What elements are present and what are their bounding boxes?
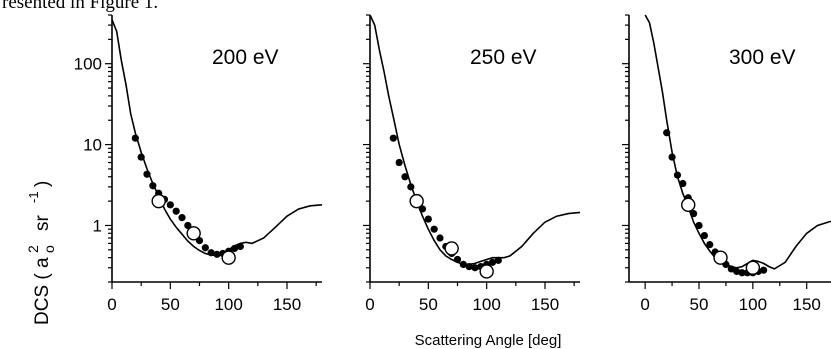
x-tick-label: 0 bbox=[107, 295, 116, 314]
data-point-open bbox=[745, 260, 761, 275]
panel-1: 1 10 100 0 50 100 150 200 eV bbox=[74, 14, 322, 314]
data-point-filled bbox=[430, 225, 438, 233]
data-point-filled bbox=[727, 265, 735, 273]
data-point-open bbox=[409, 193, 424, 209]
panel-title: 300 eV bbox=[729, 46, 796, 69]
data-point-open bbox=[221, 250, 236, 265]
data-point-filled bbox=[395, 158, 403, 167]
x-tick-label: 0 bbox=[640, 295, 649, 314]
y-tick-label: 100 bbox=[74, 55, 102, 74]
data-point-filled bbox=[407, 183, 415, 191]
data-point-filled bbox=[706, 240, 714, 249]
data-point-filled bbox=[201, 244, 209, 252]
data-point-filled bbox=[488, 258, 497, 266]
data-point-filled bbox=[207, 249, 215, 257]
data-point-filled bbox=[471, 264, 479, 272]
data-point-filled bbox=[494, 256, 502, 264]
data-point-filled bbox=[673, 171, 682, 179]
y-axis-label: DCS ( a o2 sr -1) bbox=[25, 181, 57, 325]
y-label-superscript: 2 bbox=[25, 245, 41, 253]
data-point-filled bbox=[184, 221, 192, 230]
y-label-unit: sr bbox=[32, 215, 53, 232]
panel-title: 250 eV bbox=[470, 46, 537, 69]
x-tick-label: 150 bbox=[793, 295, 821, 314]
data-point-filled bbox=[668, 153, 676, 161]
data-point-filled bbox=[453, 255, 462, 264]
data-point-filled bbox=[389, 134, 397, 142]
panel-3: 0 50 100 150 300 eV bbox=[622, 14, 831, 314]
data-point-filled bbox=[137, 153, 145, 161]
data-point-open bbox=[479, 264, 494, 279]
data-point-filled bbox=[700, 231, 708, 240]
data-point-filled bbox=[418, 205, 427, 213]
data-point-open bbox=[713, 250, 728, 265]
x-tick-label: 150 bbox=[531, 295, 559, 314]
data-point-open bbox=[151, 193, 166, 209]
data-point-filled bbox=[690, 210, 698, 218]
data-point-filled bbox=[760, 266, 768, 274]
data-point-filled bbox=[459, 260, 467, 269]
data-point-filled bbox=[230, 244, 239, 253]
y-label-subscript: o bbox=[41, 245, 57, 253]
data-point-filled bbox=[172, 207, 180, 215]
y-tick-label: 10 bbox=[83, 136, 102, 155]
data-point-filled bbox=[663, 129, 671, 137]
x-tick-label: 50 bbox=[690, 295, 709, 314]
x-tick-label: 100 bbox=[472, 295, 500, 314]
data-point-filled bbox=[436, 234, 444, 242]
data-point-filled bbox=[695, 221, 703, 230]
data-point-open bbox=[681, 197, 696, 213]
data-point-filled bbox=[143, 170, 151, 178]
x-axis-label: Scattering Angle [deg] bbox=[415, 332, 562, 349]
x-tick-label: 100 bbox=[214, 295, 242, 314]
data-point-filled bbox=[149, 182, 157, 190]
data-point-filled bbox=[178, 214, 186, 222]
y-axis-label-main: DCS ( a bbox=[32, 257, 53, 325]
data-point-filled bbox=[738, 269, 746, 277]
panel-2: 0 50 100 150 250 eV bbox=[363, 14, 580, 314]
data-point-filled bbox=[131, 134, 139, 142]
x-tick-label: 50 bbox=[161, 295, 180, 314]
data-point-open bbox=[444, 241, 459, 256]
data-point-filled bbox=[465, 263, 473, 271]
data-point-open bbox=[186, 226, 201, 241]
data-point-filled bbox=[236, 242, 244, 251]
data-point-filled bbox=[424, 215, 432, 223]
data-point-filled bbox=[213, 250, 221, 258]
x-tick-label: 50 bbox=[419, 295, 438, 314]
y-label-unit-superscript: -1 bbox=[26, 191, 41, 203]
panel-title: 200 eV bbox=[212, 46, 279, 69]
data-point-filled bbox=[401, 173, 409, 181]
y-tick-label: 1 bbox=[93, 216, 102, 235]
y-label-close: ) bbox=[32, 181, 53, 187]
data-point-filled bbox=[679, 179, 687, 188]
x-tick-label: 0 bbox=[365, 295, 374, 314]
figure-caption: resented in Figure 1. bbox=[2, 0, 159, 13]
data-point-filled bbox=[733, 267, 741, 276]
x-tick-label: 100 bbox=[739, 295, 767, 314]
data-point-filled bbox=[166, 201, 174, 209]
x-tick-label: 150 bbox=[273, 295, 301, 314]
